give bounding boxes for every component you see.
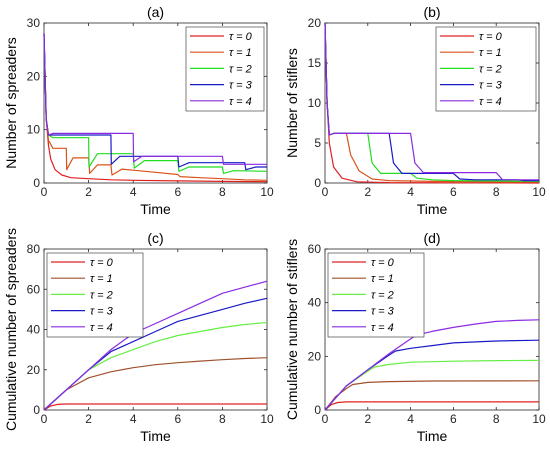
y-axis-label: Cumulative number of stiflers [284, 239, 300, 420]
legend-label: τ = 4 [90, 322, 113, 334]
series-line [43, 33, 268, 183]
x-tick-label: 10 [260, 412, 274, 426]
series-line [43, 357, 268, 411]
legend-label: τ = 3 [371, 306, 395, 318]
chart-title: (b) [423, 4, 440, 20]
series-line [324, 319, 540, 411]
legend-label: τ = 1 [229, 47, 252, 59]
legend-label: τ = 0 [229, 31, 253, 43]
legend-label: τ = 0 [371, 257, 395, 269]
chart-panel: 0 2 4 6 8 10 0 10 20 30 (a) Time Number of spreaders… [3, 4, 274, 217]
chart-panel: 0 2 4 6 8 10 0 20 40 60 80 (c) Time Cumulative number… [3, 228, 274, 444]
y-tick-label: 5 [314, 136, 321, 150]
x-tick-label: 2 [364, 185, 371, 199]
chart-title: (a) [147, 4, 164, 20]
x-tick-label: 8 [493, 412, 500, 426]
x-tick-label: 6 [450, 412, 457, 426]
x-tick-label: 10 [532, 185, 546, 199]
chart-title: (c) [147, 230, 163, 246]
y-tick-label: 40 [308, 296, 322, 310]
y-tick-label: 10 [27, 123, 41, 137]
legend-label: τ = 2 [479, 63, 502, 75]
x-tick-label: 0 [322, 185, 329, 199]
legend-label: τ = 4 [371, 322, 394, 334]
legend-label: τ = 4 [229, 96, 252, 108]
chart-panel: 0 2 4 6 8 10 0 20 40 60 (d) Time Cumulative number o… [284, 230, 546, 444]
legend-label: τ = 3 [90, 306, 114, 318]
y-tick-label: 10 [308, 96, 322, 110]
x-tick-label: 4 [407, 185, 414, 199]
legend-label: τ = 2 [371, 289, 394, 301]
x-tick-label: 8 [219, 185, 226, 199]
x-tick-label: 6 [174, 185, 181, 199]
legend-label: τ = 1 [371, 273, 394, 285]
legend-label: τ = 2 [90, 289, 113, 301]
y-tick-label: 0 [33, 403, 40, 417]
x-tick-label: 0 [322, 412, 329, 426]
x-tick-label: 4 [130, 412, 137, 426]
x-axis-label: Time [417, 428, 448, 444]
x-tick-label: 4 [407, 412, 414, 426]
series-line [43, 33, 268, 174]
legend-label: τ = 3 [229, 80, 253, 92]
y-tick-label: 80 [27, 242, 41, 256]
legend-label: τ = 3 [479, 80, 503, 92]
legend: τ = 0 τ = 1 τ = 2 τ = 3 τ = 4 [185, 26, 265, 112]
legend-label: τ = 1 [479, 47, 502, 59]
x-axis-label: Time [417, 201, 448, 217]
series-line [43, 280, 268, 411]
y-tick-label: 40 [27, 323, 41, 337]
y-tick-label: 30 [27, 16, 41, 30]
y-tick-label: 60 [308, 242, 322, 256]
y-tick-label: 20 [27, 69, 41, 83]
y-tick-label: 15 [308, 56, 322, 70]
legend-label: τ = 0 [479, 31, 503, 43]
series-line [324, 22, 539, 181]
x-tick-label: 8 [219, 412, 226, 426]
x-tick-label: 0 [41, 412, 48, 426]
x-tick-label: 2 [85, 412, 92, 426]
legend-label: τ = 1 [90, 273, 113, 285]
legend: τ = 0 τ = 1 τ = 2 τ = 3 τ = 4 [46, 252, 144, 338]
x-tick-label: 2 [364, 412, 371, 426]
y-axis-label: Number of spreaders [3, 37, 19, 169]
x-tick-label: 10 [260, 185, 274, 199]
y-axis-label: Number of stiflers [284, 48, 300, 158]
x-tick-label: 4 [130, 185, 137, 199]
legend: τ = 0 τ = 1 τ = 2 τ = 3 τ = 4 [435, 26, 537, 112]
y-tick-label: 60 [27, 282, 41, 296]
y-tick-label: 20 [308, 349, 322, 363]
x-tick-label: 10 [532, 412, 546, 426]
y-tick-label: 20 [27, 363, 41, 377]
x-tick-label: 2 [85, 185, 92, 199]
chart-title: (d) [423, 230, 440, 246]
x-tick-label: 0 [41, 185, 48, 199]
x-tick-label: 6 [174, 412, 181, 426]
x-tick-label: 6 [450, 185, 457, 199]
x-tick-label: 8 [493, 185, 500, 199]
y-axis-label: Cumulative number of spreaders [3, 228, 19, 431]
x-axis-label: Time [140, 428, 171, 444]
series-line [43, 33, 268, 181]
y-tick-label: 0 [314, 176, 321, 190]
y-tick-label: 0 [33, 176, 40, 190]
x-axis-label: Time [140, 201, 171, 217]
legend: τ = 0 τ = 1 τ = 2 τ = 3 τ = 4 [327, 252, 425, 338]
series-line [324, 401, 539, 411]
y-tick-label: 0 [314, 403, 321, 417]
chart-panel: 0 2 4 6 8 10 0 5 10 15 20 (b) Time Number of stiflers… [284, 4, 546, 217]
series-line [43, 33, 267, 165]
legend-label: τ = 2 [229, 63, 252, 75]
series-line [43, 403, 267, 411]
y-tick-label: 20 [308, 16, 322, 30]
legend-label: τ = 4 [479, 96, 502, 108]
legend-label: τ = 0 [90, 257, 114, 269]
